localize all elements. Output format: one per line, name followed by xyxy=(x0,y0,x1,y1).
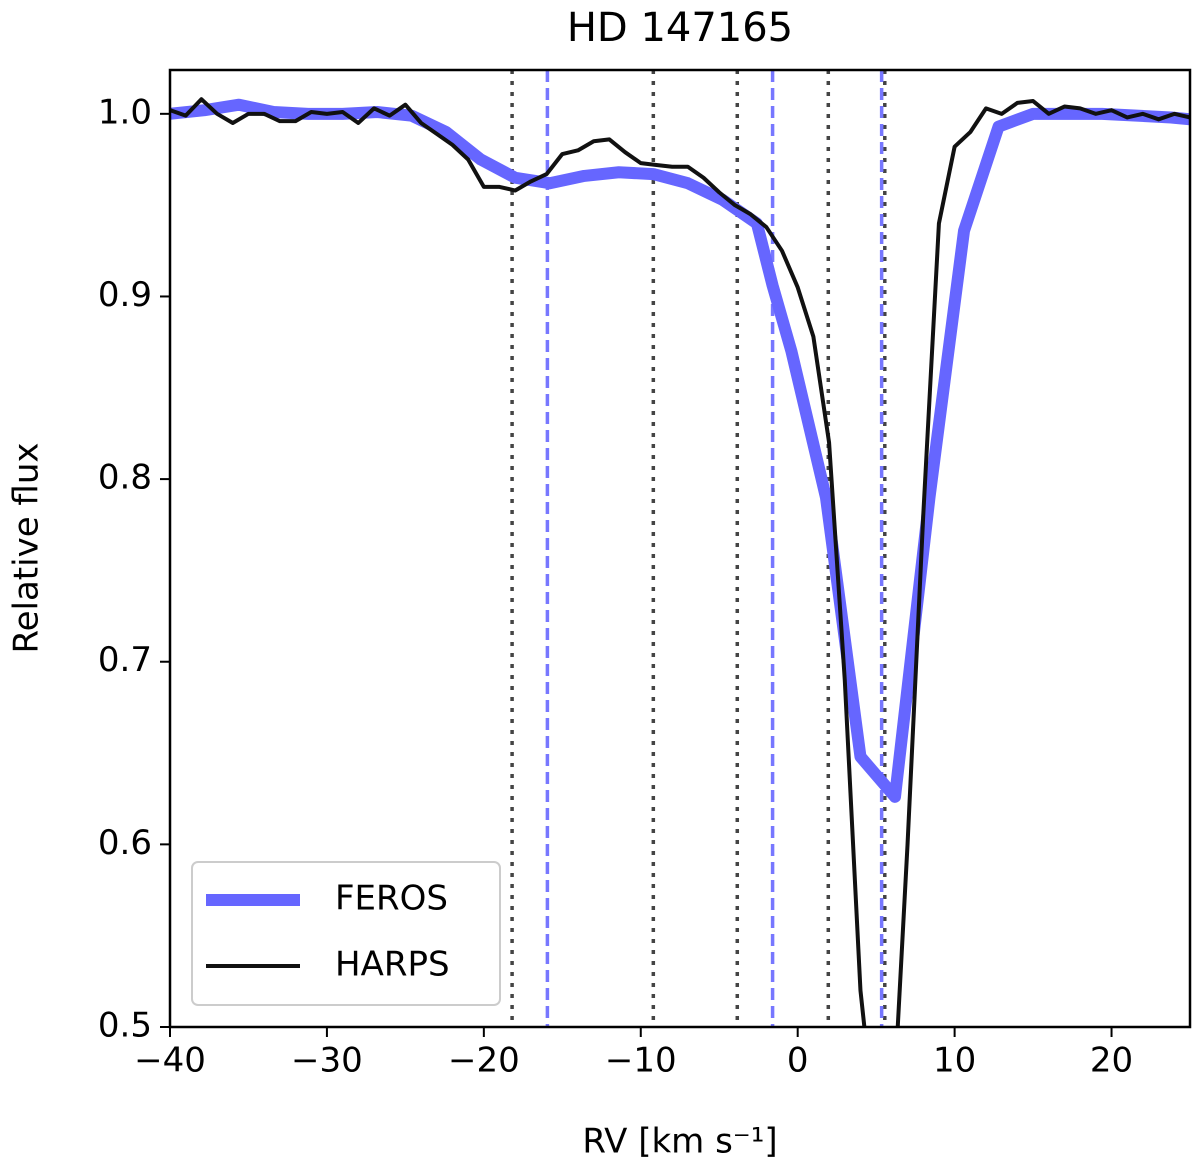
x-tick-label: −40 xyxy=(134,1041,206,1081)
x-tick-label: 10 xyxy=(933,1041,976,1081)
y-tick-label: 0.6 xyxy=(98,823,152,863)
x-tick-label: 0 xyxy=(787,1041,809,1081)
legend-label: FEROS xyxy=(335,879,448,919)
y-tick-label: 0.9 xyxy=(98,275,152,315)
y-tick-label: 0.8 xyxy=(98,458,152,498)
plot-frame xyxy=(168,68,1192,1029)
legend-label: HARPS xyxy=(335,945,450,985)
x-tick-label: 20 xyxy=(1090,1041,1133,1081)
series-line xyxy=(170,98,1190,803)
x-tick-label: −20 xyxy=(448,1041,520,1081)
chart-title: HD 147165 xyxy=(567,5,793,51)
plot-area xyxy=(170,70,1190,1027)
x-tick-label: −10 xyxy=(605,1041,677,1081)
y-tick-label: 0.7 xyxy=(98,640,152,680)
series-line xyxy=(170,97,1190,1027)
y-tick-label: 0.5 xyxy=(98,1006,152,1046)
x-tick-label: −30 xyxy=(291,1041,363,1081)
y-axis-label: Relative flux xyxy=(7,442,47,653)
x-axis-label: RV [km s⁻¹] xyxy=(582,1122,777,1162)
y-tick-label: 1.0 xyxy=(98,92,152,132)
